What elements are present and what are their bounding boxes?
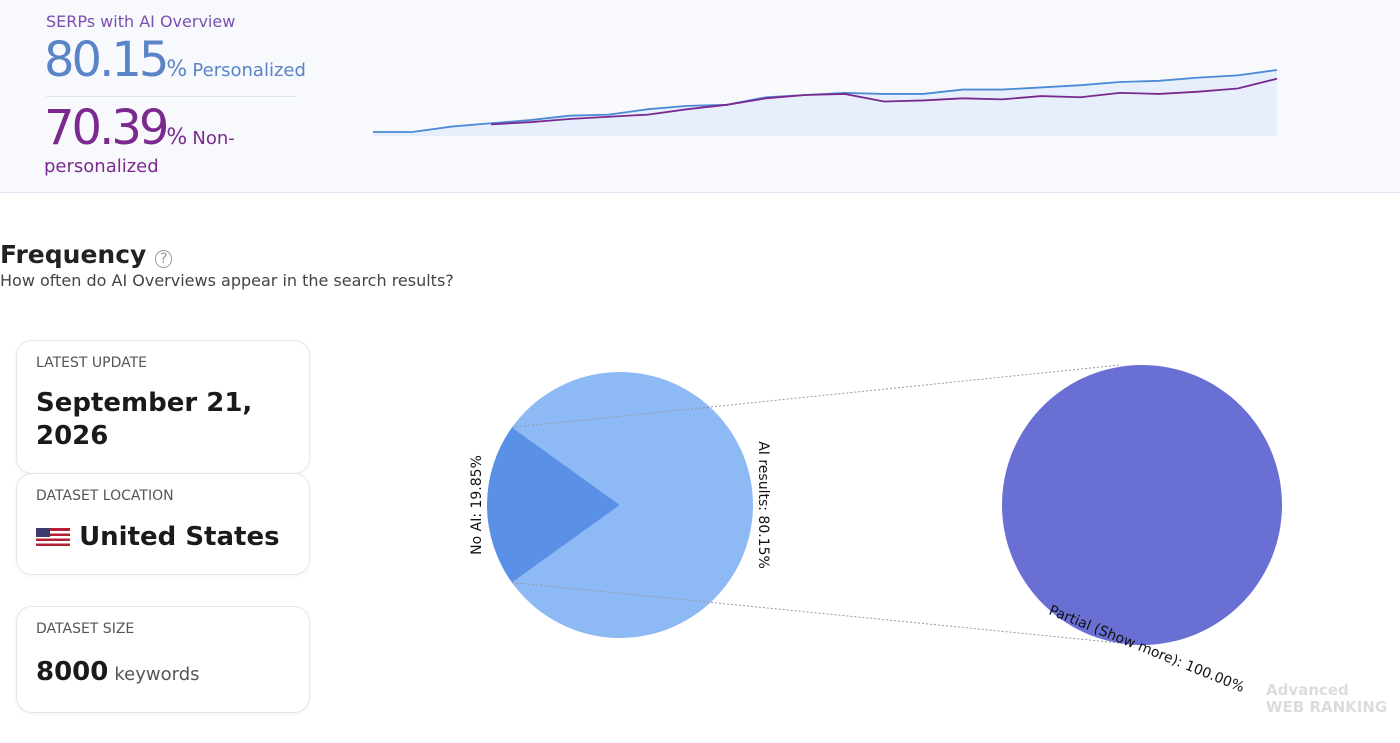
- sparkline-area: [373, 70, 1277, 136]
- header-title: SERPs with AI Overview: [46, 12, 236, 31]
- card-value: United States: [36, 522, 280, 552]
- card: LATEST UPDATE September 21, 2026: [16, 340, 310, 474]
- card-label: DATASET LOCATION: [36, 488, 174, 504]
- card-value: September 21, 2026: [36, 388, 253, 451]
- stat-unit: %: [166, 125, 188, 150]
- watermark: Advanced WEB RANKING: [1266, 682, 1387, 716]
- divider: [46, 96, 296, 97]
- section-header: Frequency ? How often do AI Overviews ap…: [0, 240, 454, 290]
- non-personalized-stat: 70.39% Non-personalized: [44, 100, 274, 177]
- personalized-stat: 80.15% Personalized: [44, 32, 306, 88]
- card-value: 8000 keywords: [36, 657, 200, 687]
- card: DATASET SIZE 8000 keywords: [16, 606, 310, 713]
- sparkline: [490, 77, 1278, 126]
- watermark-line: WEB RANKING: [1266, 698, 1388, 716]
- section-title: Frequency ?: [0, 240, 454, 269]
- card-label: LATEST UPDATE: [36, 355, 148, 371]
- pie-label: No AI: 19.85%: [469, 455, 485, 555]
- stat-label: Personalized: [192, 60, 306, 81]
- flag-icon: [36, 528, 70, 546]
- card: DATASET LOCATION United States: [16, 473, 310, 575]
- section-subtitle: How often do AI Overviews appear in the …: [0, 271, 454, 290]
- watermark-line: Advanced: [1266, 681, 1349, 699]
- stat-label: Non-personalized: [44, 128, 235, 177]
- card-unit: keywords: [114, 664, 200, 685]
- help-icon[interactable]: ?: [155, 250, 173, 268]
- pie-label: AI results: 80.15%: [755, 441, 771, 569]
- stat-unit: %: [166, 57, 188, 82]
- card-number: 8000: [36, 657, 109, 687]
- title-text: Frequency: [0, 240, 147, 269]
- pie-slice: [512, 372, 753, 638]
- pie-slice: [487, 427, 620, 583]
- pie-slice: [1002, 365, 1282, 645]
- connector: [511, 364, 1121, 428]
- connector: [511, 582, 1141, 646]
- stat-value: 80.15: [44, 32, 169, 88]
- stat-value: 70.39: [44, 100, 169, 156]
- card-label: DATASET SIZE: [36, 621, 135, 637]
- card-value-text: United States: [79, 522, 280, 552]
